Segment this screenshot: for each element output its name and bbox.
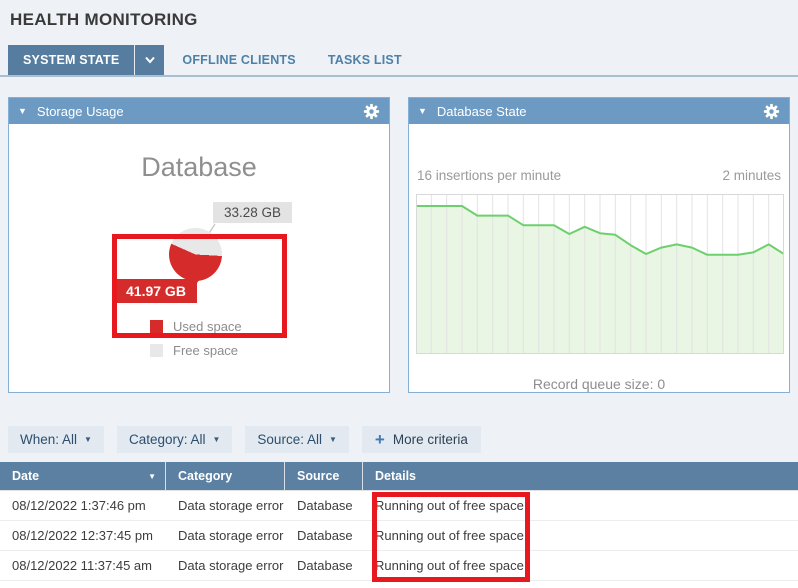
storage-usage-panel-title: Storage Usage: [36, 103, 124, 119]
more-criteria-label: More criteria: [392, 432, 468, 447]
tab-tasks-list[interactable]: TASKS LIST: [314, 45, 416, 75]
more-criteria-button[interactable]: + More criteria: [361, 426, 481, 453]
cell-date: 08/12/2022 11:37:45 am: [12, 558, 152, 573]
pie-chart-title: Database: [141, 152, 257, 182]
cell-category: Data storage error: [178, 498, 284, 513]
plus-icon: +: [374, 430, 385, 449]
filter-bar: When: All ▼ Category: All ▼ Source: All …: [8, 426, 481, 453]
table-row[interactable]: 08/12/2022 11:37:45 am Data storage erro…: [0, 551, 798, 581]
cell-category: Data storage error: [178, 528, 284, 543]
database-state-panel-body: 16 insertions per minute 2 minutes Recor…: [409, 124, 789, 393]
cell-details: Running out of free space: [375, 558, 524, 573]
collapse-triangle-icon[interactable]: ▼: [418, 105, 427, 116]
table-header-row: Date ▼ Category Source Details: [0, 462, 798, 490]
caret-down-icon: ▼: [328, 435, 337, 444]
pie-legend: Used space Free space: [150, 319, 242, 367]
page-title: HEALTH MONITORING: [10, 10, 198, 29]
legend-item-used: Used space: [150, 319, 242, 334]
filter-source[interactable]: Source: All ▼: [245, 426, 349, 453]
record-queue-size-label: Record queue size: 0: [532, 376, 666, 392]
table-row[interactable]: 08/12/2022 12:37:45 pm Data storage erro…: [0, 521, 798, 551]
cell-details: Running out of free space: [375, 528, 524, 543]
column-header-category-label: Category: [178, 469, 233, 483]
sort-desc-icon[interactable]: ▼: [148, 471, 156, 481]
events-table: Date ▼ Category Source Details 08/12/202…: [0, 462, 798, 588]
tab-offline-clients[interactable]: OFFLINE CLIENTS: [168, 45, 309, 75]
column-header-details[interactable]: Details: [363, 462, 798, 490]
tab-tasks-list-label: TASKS LIST: [327, 53, 402, 67]
database-state-panel-title: Database State: [436, 103, 527, 119]
tab-system-state[interactable]: SYSTEM STATE: [8, 45, 165, 75]
gear-icon[interactable]: [763, 103, 780, 120]
database-state-panel: ▼ Database State 16 insertions per minut…: [408, 97, 790, 393]
table-row[interactable]: 08/12/2022 1:37:46 pm Data storage error…: [0, 491, 798, 521]
cell-category: Data storage error: [178, 558, 284, 573]
chevron-down-icon[interactable]: [134, 45, 164, 75]
filter-category-label: Category: All: [128, 432, 206, 447]
filter-source-label: Source: All: [257, 432, 322, 447]
storage-usage-panel: ▼ Storage Usage Database 33.28 GB 41.97 …: [8, 97, 390, 393]
column-header-source[interactable]: Source: [285, 462, 363, 490]
cell-source: Database: [297, 498, 353, 513]
column-header-date-label: Date: [12, 469, 40, 483]
insertions-area-chart: [416, 194, 784, 354]
cell-source: Database: [297, 558, 353, 573]
table-body: 08/12/2022 1:37:46 pm Data storage error…: [0, 490, 798, 588]
gear-icon[interactable]: [363, 103, 380, 120]
storage-usage-panel-header: ▼ Storage Usage: [9, 98, 389, 124]
used-space-value-callout: 41.97 GB: [115, 279, 197, 303]
collapse-triangle-icon[interactable]: ▼: [18, 105, 27, 116]
legend-label-used: Used space: [173, 319, 242, 334]
tab-bar: SYSTEM STATE OFFLINE CLIENTS TASKS LIST: [0, 45, 798, 77]
caret-down-icon: ▼: [84, 435, 92, 444]
tab-system-state-label: SYSTEM STATE: [23, 53, 120, 67]
time-window-label: 2 minutes: [722, 168, 781, 183]
insertions-rate-label: 16 insertions per minute: [417, 168, 562, 183]
legend-item-free: Free space: [150, 343, 242, 358]
database-state-panel-header: ▼ Database State: [409, 98, 789, 124]
cell-date: 08/12/2022 1:37:46 pm: [12, 498, 146, 513]
column-header-date[interactable]: Date ▼: [0, 462, 166, 490]
legend-swatch-used: [150, 320, 163, 333]
tab-offline-clients-label: OFFLINE CLIENTS: [182, 53, 296, 67]
legend-swatch-free: [150, 344, 163, 357]
cell-details: Running out of free space: [375, 498, 524, 513]
filter-when-label: When: All: [20, 432, 78, 447]
column-header-source-label: Source: [297, 469, 340, 483]
free-space-value-callout: 33.28 GB: [213, 202, 293, 223]
column-header-category[interactable]: Category: [166, 462, 285, 490]
filter-when[interactable]: When: All ▼: [8, 426, 104, 453]
filter-category[interactable]: Category: All ▼: [116, 426, 233, 453]
cell-date: 08/12/2022 12:37:45 pm: [12, 528, 153, 543]
storage-pie-chart: [169, 228, 222, 281]
chart-subtitle-row: 16 insertions per minute 2 minutes: [409, 168, 789, 183]
cell-source: Database: [297, 528, 353, 543]
column-header-details-label: Details: [375, 469, 416, 483]
storage-usage-panel-body: Database 33.28 GB 41.97 GB Used space Fr…: [9, 124, 389, 393]
caret-down-icon: ▼: [212, 435, 221, 444]
legend-label-free: Free space: [173, 343, 239, 358]
